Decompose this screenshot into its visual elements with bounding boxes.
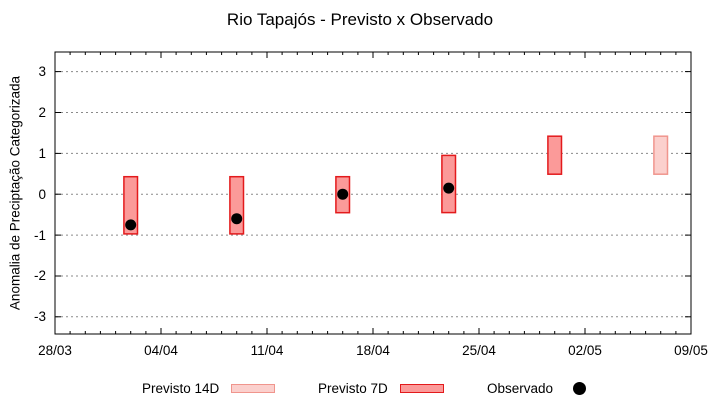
y-tick-label: 2 [38,105,46,120]
x-tick-label: 02/05 [568,343,602,358]
forecast-bar-previsto-7d [123,175,139,235]
legend-item-observado: Observado [487,380,587,397]
forecast-bar-previsto-14d [653,135,669,175]
observed-point [443,182,455,194]
observed-point [337,188,349,200]
y-tick-label: -2 [34,268,46,283]
x-tick-label: 04/04 [144,343,178,358]
chart-title: Rio Tapajós - Previsto x Observado [226,10,494,29]
y-tick-label: 1 [38,146,46,161]
forecast-bar-previsto-7d [547,135,563,175]
x-tick-label: 28/03 [38,343,72,358]
legend-label-observado: Observado [487,381,554,396]
y-tick-label: -1 [34,228,46,243]
legend-label-previsto-7d: Previsto 7D [318,381,388,396]
legend-item-previsto-7d: Previsto 7D [318,380,444,397]
observed-point [125,219,137,231]
y-tick-label: 3 [38,64,46,79]
x-tick-label: 25/04 [462,343,496,358]
legend-dot-observado-icon [573,382,587,395]
x-tick-label: 09/05 [674,343,708,358]
legend-item-previsto-14d: Previsto 14D [142,380,276,397]
y-tick-label: 0 [38,187,46,202]
legend-label-previsto-14d: Previsto 14D [142,381,220,396]
forecast-bar-previsto-7d [229,175,245,235]
legend-swatch-previsto-14d [231,384,276,393]
x-tick-label: 11/04 [251,343,284,358]
x-tick-label: 18/04 [356,343,390,358]
plot-border [54,51,692,335]
y-tick-label: -3 [34,309,46,324]
observed-point [231,213,243,225]
legend-swatch-previsto-7d [399,384,444,393]
